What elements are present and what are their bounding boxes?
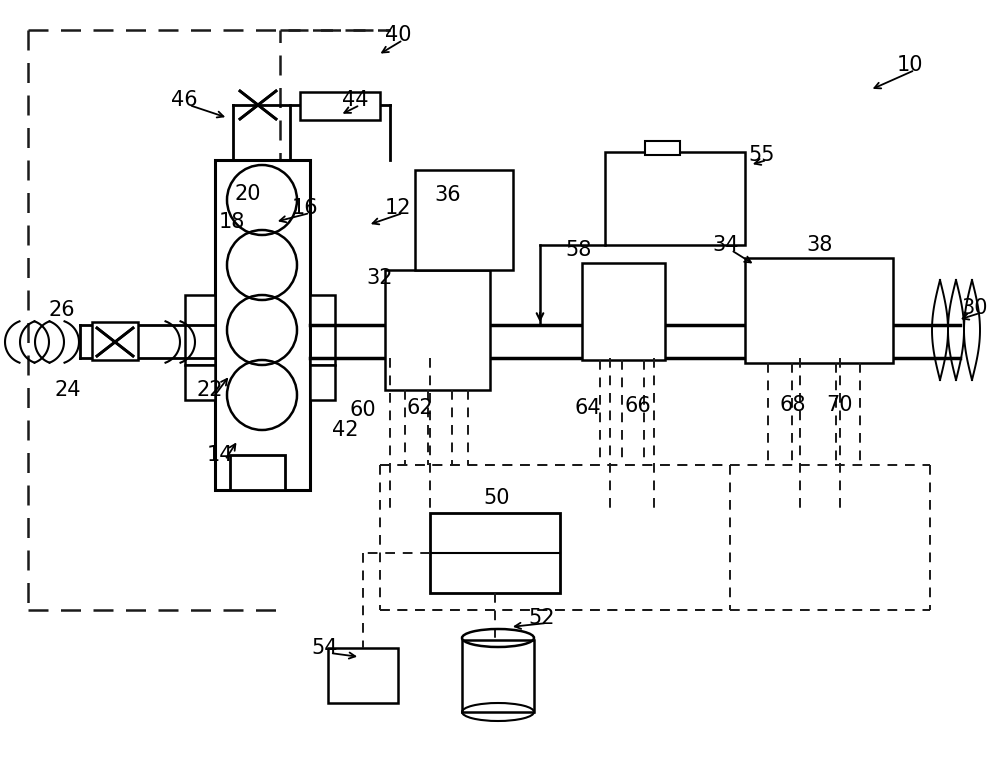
Text: 20: 20 <box>235 184 261 204</box>
Bar <box>310 365 335 400</box>
Bar <box>185 365 215 400</box>
Bar <box>215 160 310 490</box>
Text: 26: 26 <box>49 300 75 320</box>
Text: 16: 16 <box>292 198 318 218</box>
Bar <box>430 513 560 593</box>
Bar <box>300 92 380 120</box>
Text: 68: 68 <box>780 395 806 415</box>
Text: 38: 38 <box>807 235 833 255</box>
Text: 24: 24 <box>55 380 81 400</box>
Bar <box>185 295 215 365</box>
Text: 14: 14 <box>207 445 233 465</box>
Text: 50: 50 <box>484 488 510 508</box>
Text: 34: 34 <box>713 235 739 255</box>
Text: 55: 55 <box>749 145 775 165</box>
Text: 18: 18 <box>219 212 245 232</box>
Text: 46: 46 <box>171 90 197 110</box>
Text: 70: 70 <box>827 395 853 415</box>
Text: 52: 52 <box>529 608 555 628</box>
Text: 36: 36 <box>435 185 461 205</box>
Bar <box>582 263 665 360</box>
Text: 66: 66 <box>625 396 651 416</box>
Bar <box>462 640 534 712</box>
Bar <box>415 170 513 270</box>
Text: 40: 40 <box>385 25 411 45</box>
Bar <box>745 258 893 363</box>
Bar <box>385 270 490 390</box>
Bar <box>328 648 398 703</box>
Bar <box>310 295 335 365</box>
Text: 32: 32 <box>367 268 393 288</box>
Text: 44: 44 <box>342 90 368 110</box>
Bar <box>645 141 680 155</box>
Text: 54: 54 <box>312 638 338 658</box>
Text: 30: 30 <box>962 298 988 318</box>
Bar <box>605 152 745 245</box>
Text: 22: 22 <box>197 380 223 400</box>
Bar <box>230 455 285 490</box>
Text: 42: 42 <box>332 420 358 440</box>
Text: 64: 64 <box>575 398 601 418</box>
Text: 12: 12 <box>385 198 411 218</box>
Text: 58: 58 <box>566 240 592 260</box>
Text: 62: 62 <box>407 398 433 418</box>
Text: 10: 10 <box>897 55 923 75</box>
Bar <box>92 322 138 360</box>
Text: 60: 60 <box>350 400 376 420</box>
